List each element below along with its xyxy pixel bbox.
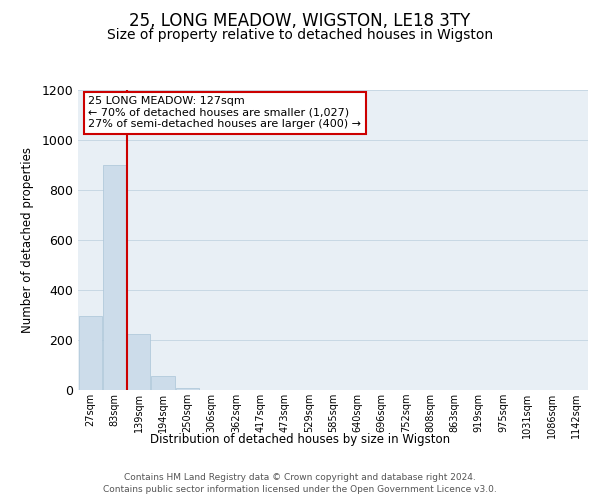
- Text: Size of property relative to detached houses in Wigston: Size of property relative to detached ho…: [107, 28, 493, 42]
- Bar: [151, 376, 175, 390]
- Text: 25 LONG MEADOW: 127sqm
← 70% of detached houses are smaller (1,027)
27% of semi-: 25 LONG MEADOW: 127sqm ← 70% of detached…: [88, 96, 361, 129]
- Y-axis label: Number of detached properties: Number of detached properties: [22, 147, 34, 333]
- Text: Distribution of detached houses by size in Wigston: Distribution of detached houses by size …: [150, 432, 450, 446]
- Bar: [127, 334, 150, 390]
- Text: 25, LONG MEADOW, WIGSTON, LE18 3TY: 25, LONG MEADOW, WIGSTON, LE18 3TY: [130, 12, 470, 30]
- Bar: [103, 165, 126, 390]
- Bar: [176, 388, 199, 390]
- Text: Contains public sector information licensed under the Open Government Licence v3: Contains public sector information licen…: [103, 485, 497, 494]
- Text: Contains HM Land Registry data © Crown copyright and database right 2024.: Contains HM Land Registry data © Crown c…: [124, 472, 476, 482]
- Bar: [79, 316, 101, 390]
